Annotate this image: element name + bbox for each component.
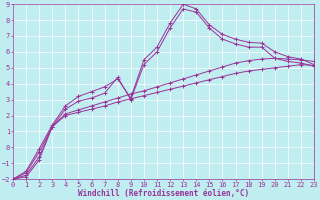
- X-axis label: Windchill (Refroidissement éolien,°C): Windchill (Refroidissement éolien,°C): [78, 189, 249, 198]
